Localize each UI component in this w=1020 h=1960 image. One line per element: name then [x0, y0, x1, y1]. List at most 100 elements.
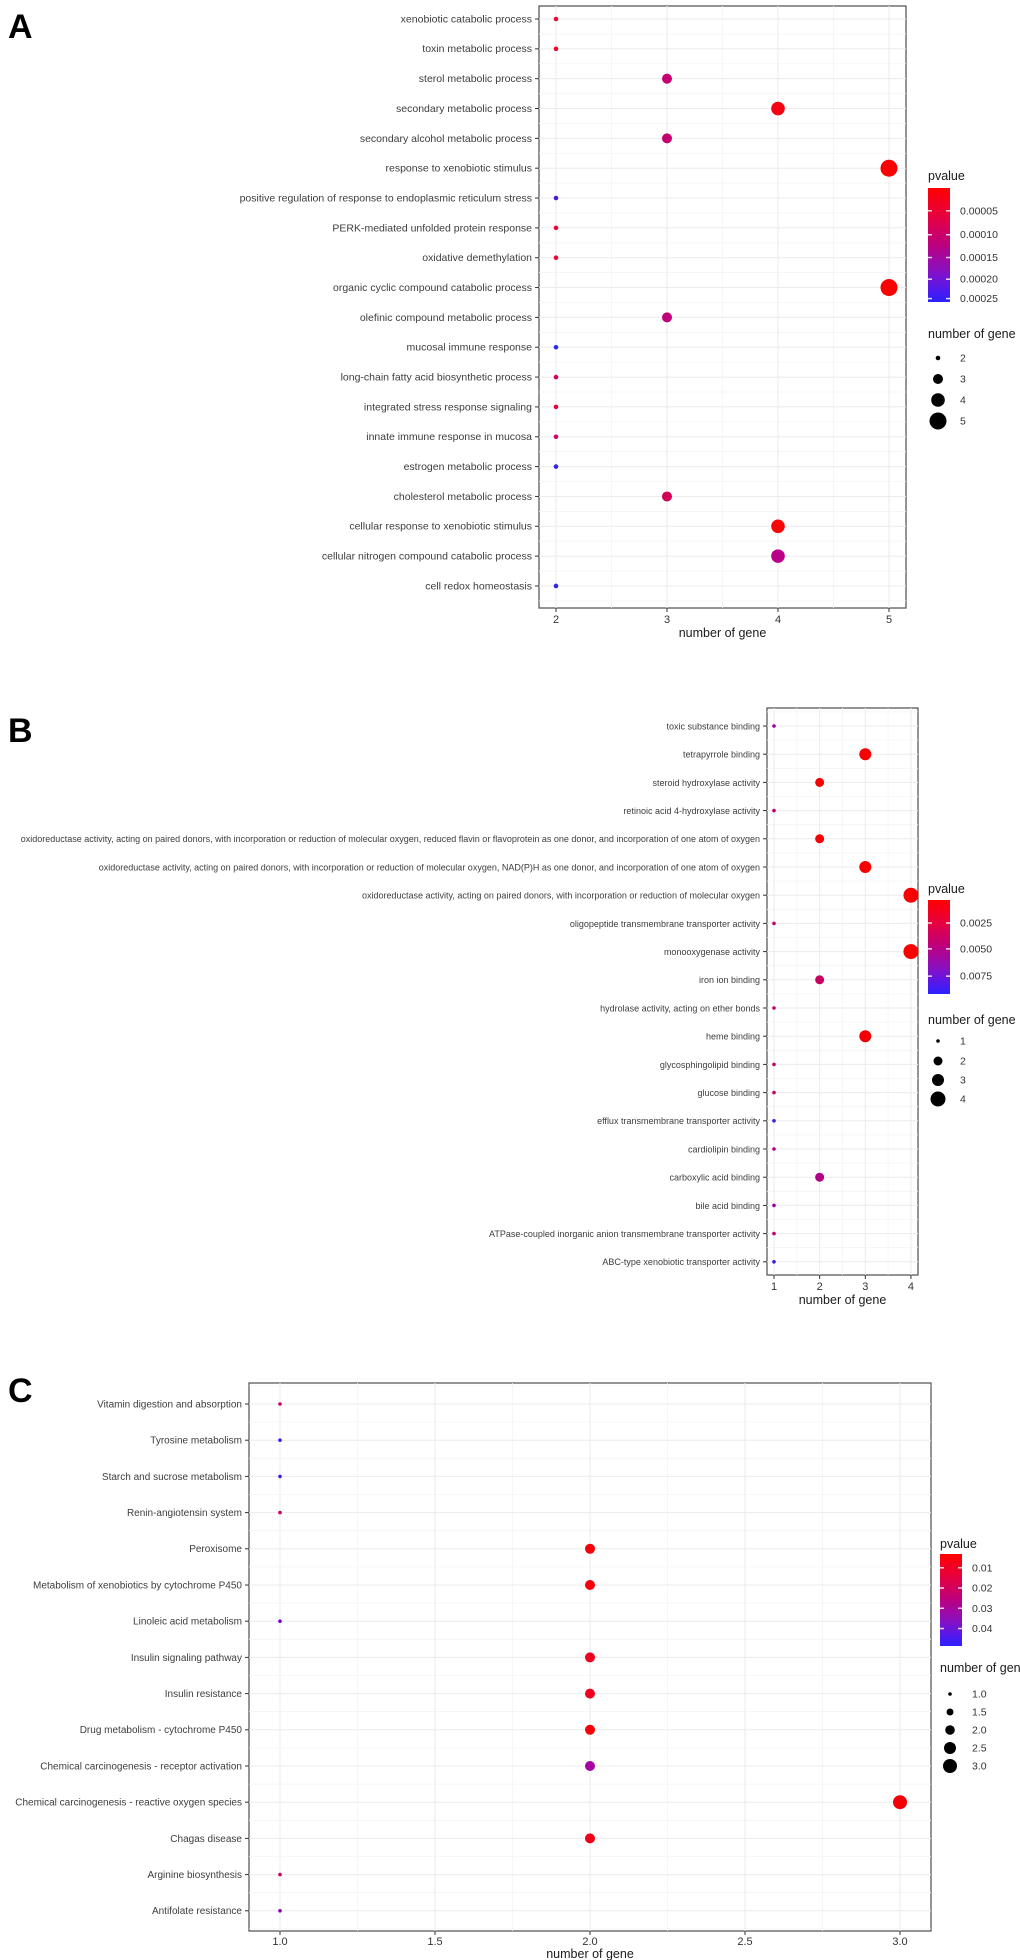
- panel-b-x-tick-label: 4: [908, 1281, 914, 1293]
- panel-a-dot: [553, 404, 559, 410]
- panel-a-colorbar-tick: [928, 233, 932, 236]
- panel-a-category-label: positive regulation of response to endop…: [240, 192, 532, 204]
- panel-a-category-label: secondary alcohol metabolic process: [360, 133, 532, 145]
- panel-c-category-label: Insulin resistance: [165, 1689, 243, 1700]
- panel-c-dot: [893, 1795, 907, 1810]
- panel-c-colorbar-tick: [940, 1627, 944, 1630]
- panel-a-colorbar-tick: [946, 278, 950, 280]
- panel-b-x-tick-label: 2: [817, 1281, 823, 1293]
- panel-c-size-legend-dot: [948, 1692, 952, 1696]
- panel-a-category-label: oxidative demethylation: [422, 252, 532, 264]
- panel-a-dot: [771, 519, 785, 534]
- panel-a-size-legend-title: number of gene: [928, 327, 1016, 341]
- panel-c-pvalue-tick-label: 0.03: [972, 1603, 993, 1615]
- panel-a-category-label: response to xenobiotic stimulus: [386, 163, 533, 175]
- panel-a-x-tick-label: 5: [886, 614, 892, 626]
- panel-b-dot: [772, 724, 776, 728]
- panel-c-size-legend-dot: [945, 1725, 955, 1735]
- panel-c-dot: [585, 1580, 595, 1590]
- panel-c-category-label: Chemical carcinogenesis - reactive oxyge…: [15, 1798, 242, 1809]
- panel-b-size-legend-dot: [933, 1056, 943, 1066]
- panel-b-category-label: oxidoreductase activity, acting on paire…: [362, 891, 760, 901]
- panel-a-category-label: PERK-mediated unfolded protein response: [332, 222, 532, 234]
- panel-b-category-label: oxidoreductase activity, acting on paire…: [99, 862, 760, 872]
- panel-c-pvalue-tick-label: 0.04: [972, 1623, 993, 1635]
- panel-c-dot: [585, 1724, 595, 1735]
- panel-b-category-label: ATPase-coupled inorganic anion transmemb…: [489, 1229, 760, 1239]
- panel-c-dot: [278, 1474, 282, 1479]
- panel-b-category-label: oxidoreductase activity, acting on paire…: [21, 834, 760, 844]
- panel-c-category-label: Vitamin digestion and absorption: [97, 1399, 242, 1410]
- panel-b-size-legend-dot: [936, 1039, 940, 1043]
- panel-a-size-legend-dot: [933, 374, 943, 384]
- panel-c-category-label: Chagas disease: [170, 1834, 242, 1845]
- panel-b-letter: B: [8, 712, 33, 750]
- panel-c-category-label: Antifolate resistance: [152, 1906, 242, 1917]
- panel-c-size-legend-label: 2.0: [972, 1725, 987, 1737]
- panel-a-category-label: mucosal immune response: [407, 342, 533, 354]
- panel-a-category-label: cholesterol metabolic process: [394, 491, 532, 503]
- panel-b-category-label: glycosphingolipid binding: [660, 1060, 760, 1070]
- panel-c-colorbar-tick: [958, 1607, 962, 1610]
- panel-b-dot: [815, 777, 825, 787]
- panel-b-colorbar-tick: [928, 975, 932, 977]
- panel-b-dot: [772, 1006, 776, 1010]
- panel-b-dot: [772, 1231, 776, 1236]
- panel-c-colorbar-tick: [958, 1587, 962, 1589]
- panel-c-category-label: Peroxisome: [189, 1544, 242, 1555]
- panel-c-category-label: Chemical carcinogenesis - receptor activ…: [40, 1761, 242, 1772]
- panel-c-dot: [278, 1510, 282, 1515]
- panel-c-size-legend-label: 3.0: [972, 1761, 987, 1773]
- panel-b-category-label: efflux transmembrane transporter activit…: [597, 1116, 760, 1126]
- panel-c-x-tick-label: 1.5: [427, 1936, 442, 1948]
- panel-b-category-label: tetrapyrrole binding: [683, 750, 760, 760]
- panel-a-dot: [553, 583, 559, 589]
- panel-a-size-legend-label: 4: [960, 395, 966, 407]
- panel-a-dot: [880, 159, 898, 177]
- panel-c-colorbar-tick: [940, 1587, 944, 1589]
- panel-a-pvalue-tick-label: 0.00020: [960, 274, 998, 286]
- panel-c-dot: [585, 1543, 595, 1554]
- panel-b-dot: [772, 808, 776, 813]
- panel-a-plot: xenobiotic catabolic process toxin metabo…: [240, 5, 907, 640]
- panel-a-dot: [553, 225, 559, 231]
- panel-c-size-legend-dot: [943, 1759, 957, 1773]
- panel-c-category-label: Insulin signaling pathway: [131, 1653, 242, 1664]
- panel-b-colorbar-tick: [946, 922, 950, 924]
- panel-a-dot: [553, 434, 559, 440]
- panel-a-legend: pvalue 0.00005 0.00010 0.00015 0.00020 0.0002…: [928, 169, 1016, 430]
- panel-a-category-label: innate immune response in mucosa: [366, 431, 532, 443]
- panel-c-colorbar-tick: [958, 1567, 962, 1569]
- panel-a-category-label: organic cyclic compound catabolic proces…: [333, 282, 532, 294]
- panel-a-colorbar-tick: [946, 297, 950, 300]
- panel-b-category-label: monooxygenase activity: [664, 947, 761, 957]
- panel-c-size-legend-label: 2.5: [972, 1743, 987, 1755]
- panel-a-category-label: long-chain fatty acid biosynthetic proce…: [341, 371, 532, 383]
- panel-c-dot: [585, 1652, 595, 1663]
- panel-b-dot: [772, 1119, 776, 1123]
- panel-c-colorbar-tick: [958, 1627, 962, 1630]
- panel-b-dot: [772, 1090, 776, 1095]
- panel-b-category-label: heme binding: [706, 1032, 760, 1042]
- panel-a-dot: [880, 279, 898, 297]
- panel-c-colorbar-tick: [940, 1567, 944, 1569]
- panel-b-pvalue-tick-label: 0.0050: [960, 943, 992, 955]
- panel-c-dot: [278, 1872, 282, 1877]
- panel-a-letter: A: [8, 8, 33, 46]
- panel-a-x-tick-label: 4: [775, 614, 781, 626]
- panel-a-category-label: cellular nitrogen compound catabolic pro…: [322, 551, 532, 563]
- panel-c-pvalue-colorbar: [940, 1554, 962, 1646]
- panel-c-category-label: Linoleic acid metabolism: [133, 1617, 242, 1628]
- panel-b-dot: [859, 861, 872, 873]
- panel-a-category-label: cellular response to xenobiotic stimulus: [349, 521, 532, 533]
- panel-c-dot: [585, 1761, 595, 1771]
- panel-b-plot: toxic substance binding tetrapyrrole bind…: [21, 707, 919, 1307]
- panel-c-dot: [278, 1438, 282, 1442]
- panel-b-dot: [815, 975, 825, 985]
- panel-a-colorbar-tick: [928, 256, 932, 259]
- panel-b-dot: [859, 1030, 872, 1043]
- panel-a-category-label: olefinic compound metabolic process: [360, 312, 532, 324]
- panel-c-x-tick-label: 3.0: [892, 1936, 907, 1948]
- panel-a-pvalue-tick-label: 0.00015: [960, 252, 998, 264]
